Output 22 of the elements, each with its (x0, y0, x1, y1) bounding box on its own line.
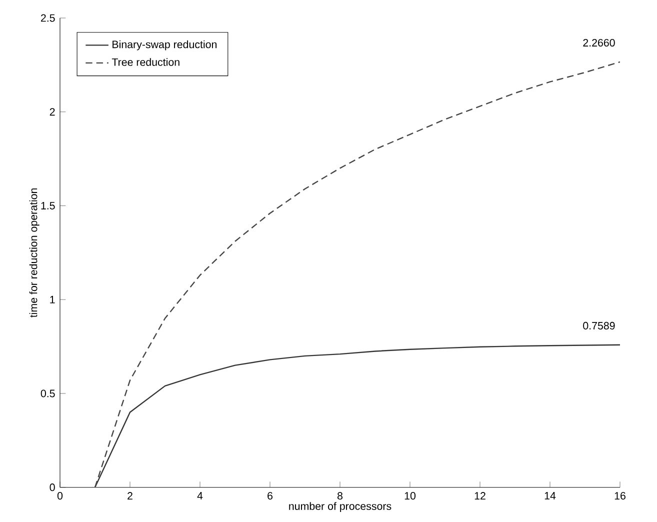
annotation: 2.2660 (583, 39, 615, 47)
x-axis-title: number of processors (289, 502, 392, 512)
x-tick-label: 4 (197, 492, 203, 500)
y-tick-label: 2.5 (41, 14, 55, 22)
line-series (94, 344, 620, 488)
x-tick-label: 6 (268, 492, 272, 500)
legend-label: Binary-swap reduction (112, 40, 217, 50)
x-tick-label: 8 (337, 492, 342, 500)
legend-label: Tree reduction (112, 58, 180, 66)
y-tick-label: 1 (50, 296, 55, 304)
x-tick-label: 0 (57, 492, 63, 500)
annotation: 0.7589 (583, 322, 615, 330)
x-tick-label: 2 (128, 492, 132, 500)
y-tick-label: 0 (50, 484, 55, 492)
y-axis-title: time for reduction operation (29, 188, 40, 318)
y-tick-label: 1.5 (41, 202, 55, 210)
x-tick-label: 10 (404, 492, 416, 500)
x-tick-label: 12 (474, 492, 486, 500)
y-tick-label: 0.5 (40, 390, 55, 398)
x-tick-label: 16 (614, 492, 626, 500)
x-tick-label: 14 (544, 492, 556, 500)
y-tick-label: 2 (50, 108, 55, 116)
